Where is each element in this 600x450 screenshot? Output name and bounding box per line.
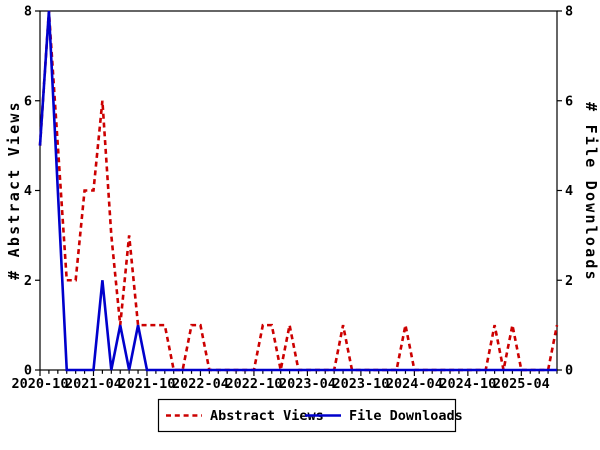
x-tick-label: 2025-04 (493, 376, 550, 392)
plot-area-border (39, 10, 558, 371)
y-left-tick-label: 2 (24, 273, 32, 289)
x-tick-label: 2021-04 (65, 376, 122, 392)
y-right-tick-label: 0 (565, 363, 573, 379)
x-tick-label: 2022-04 (172, 376, 229, 392)
y-right-tick-label: 4 (565, 183, 573, 199)
y-right-tick-label: 2 (565, 273, 573, 289)
y-axis-title-right: # File Downloads (582, 102, 600, 282)
legend-box (157, 398, 457, 433)
y-left-tick-label: 4 (24, 183, 32, 199)
x-tick-label: 2023-10 (332, 376, 389, 392)
x-tick-label: 2022-10 (225, 376, 282, 392)
x-tick-label: 2024-10 (439, 376, 496, 392)
y-axis-ticks-left: 0 2 4 6 8 (24, 4, 40, 379)
legend-file-downloads-label: File Downloads (349, 408, 463, 424)
x-tick-label: 2024-04 (386, 376, 443, 392)
y-left-tick-label: 0 (24, 363, 32, 379)
x-axis-ticks: 2020-102021-042021-102022-042022-102023-… (12, 370, 558, 392)
x-tick-label: 2021-10 (119, 376, 176, 392)
legend-abstract-views-label: Abstract Views (210, 408, 324, 424)
y-right-tick-label: 6 (565, 93, 573, 109)
y-right-tick-label: 8 (565, 4, 573, 20)
x-tick-label: 2023-04 (279, 376, 336, 392)
file-downloads-line (38, 10, 557, 372)
abstract-views-line (38, 10, 559, 372)
y-left-tick-label: 8 (24, 4, 32, 20)
x-tick-label: 2020-10 (12, 376, 69, 392)
y-axis-ticks-right: 0 2 4 6 8 (557, 4, 573, 379)
y-left-tick-label: 6 (24, 93, 32, 109)
y-axis-title-left: # Abstract Views (5, 100, 23, 280)
legend: Abstract Views File Downloads (157, 398, 463, 433)
